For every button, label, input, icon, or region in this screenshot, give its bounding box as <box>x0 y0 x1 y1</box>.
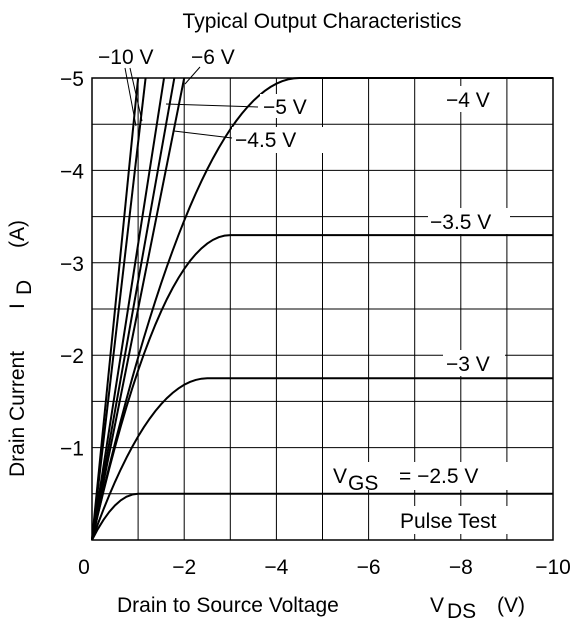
x-tick-label-1: −4 <box>264 556 288 579</box>
curve-2 <box>91 234 553 541</box>
curve-7 <box>91 77 147 541</box>
x-tick-labels: −2 −4 −6 −8 −10 <box>172 556 571 579</box>
curve-4 <box>91 77 186 541</box>
x-tick-label-4: −10 <box>535 556 571 579</box>
y-axis-label-unit: (A) <box>6 220 29 248</box>
y-axis-label-subscript: D <box>13 280 36 295</box>
y-tick-label-4: −5 <box>60 68 84 91</box>
pulse-test-annotation: Pulse Test <box>400 510 497 533</box>
chart-title: Typical Output Characteristics <box>183 10 462 33</box>
x-axis-label: Drain to Source Voltage V DS (V) <box>117 594 525 623</box>
label-vgs-minus-4: −4 V <box>446 89 490 112</box>
curve-1 <box>91 377 553 541</box>
leader-minus-10-b <box>129 67 143 122</box>
plot-frame <box>91 77 554 541</box>
x-axis-label-symbol: V <box>430 594 444 617</box>
curve-5 <box>91 77 176 541</box>
label-vgs-prefix: V <box>333 465 347 488</box>
y-tick-label-3: −4 <box>60 160 84 183</box>
label-vgs-minus-10: −10 V <box>98 46 153 69</box>
x-axis-label-unit: (V) <box>497 594 525 617</box>
origin-label: 0 <box>78 556 90 579</box>
x-tick-label-0: −2 <box>172 556 196 579</box>
curve-8 <box>91 77 140 541</box>
leader-minus-6 <box>184 66 201 85</box>
x-axis-label-subscript: DS <box>447 600 476 623</box>
y-tick-label-0: −1 <box>60 438 84 461</box>
label-vgs-minus-3: −3 V <box>446 353 490 376</box>
y-axis-label-text: Drain Current <box>6 351 29 477</box>
y-axis-label: Drain Current I D (A) <box>6 220 36 477</box>
label-vgs-minus-6: −6 V <box>191 46 235 69</box>
y-tick-label-1: −2 <box>60 345 84 368</box>
label-vgs-minus-2-5: V GS = −2.5 V <box>333 465 478 495</box>
label-vgs-minus-4-5: −4.5 V <box>235 129 296 152</box>
curve-labels: −4 V −3.5 V −3 V V GS = −2.5 V Pulse Tes… <box>96 44 535 534</box>
curve-6 <box>91 77 166 541</box>
curve-0 <box>91 492 553 541</box>
x-tick-label-2: −6 <box>357 556 381 579</box>
leader-minus-4-5 <box>173 130 233 139</box>
y-tick-labels: −1 −2 −3 −4 −5 <box>60 68 84 461</box>
label-vgs-minus-3-5: −3.5 V <box>430 211 491 234</box>
leader-minus-5 <box>165 103 259 108</box>
label-vgs-minus-5: −5 V <box>263 96 307 119</box>
leader-minus-10-a <box>124 67 137 127</box>
label-vgs-value: = −2.5 V <box>399 465 478 488</box>
y-axis-label-symbol: I <box>6 303 29 309</box>
x-axis-label-text: Drain to Source Voltage <box>117 594 339 617</box>
y-tick-label-2: −3 <box>60 253 84 276</box>
label-vgs-subscript: GS <box>348 472 378 495</box>
x-tick-label-3: −8 <box>449 556 473 579</box>
